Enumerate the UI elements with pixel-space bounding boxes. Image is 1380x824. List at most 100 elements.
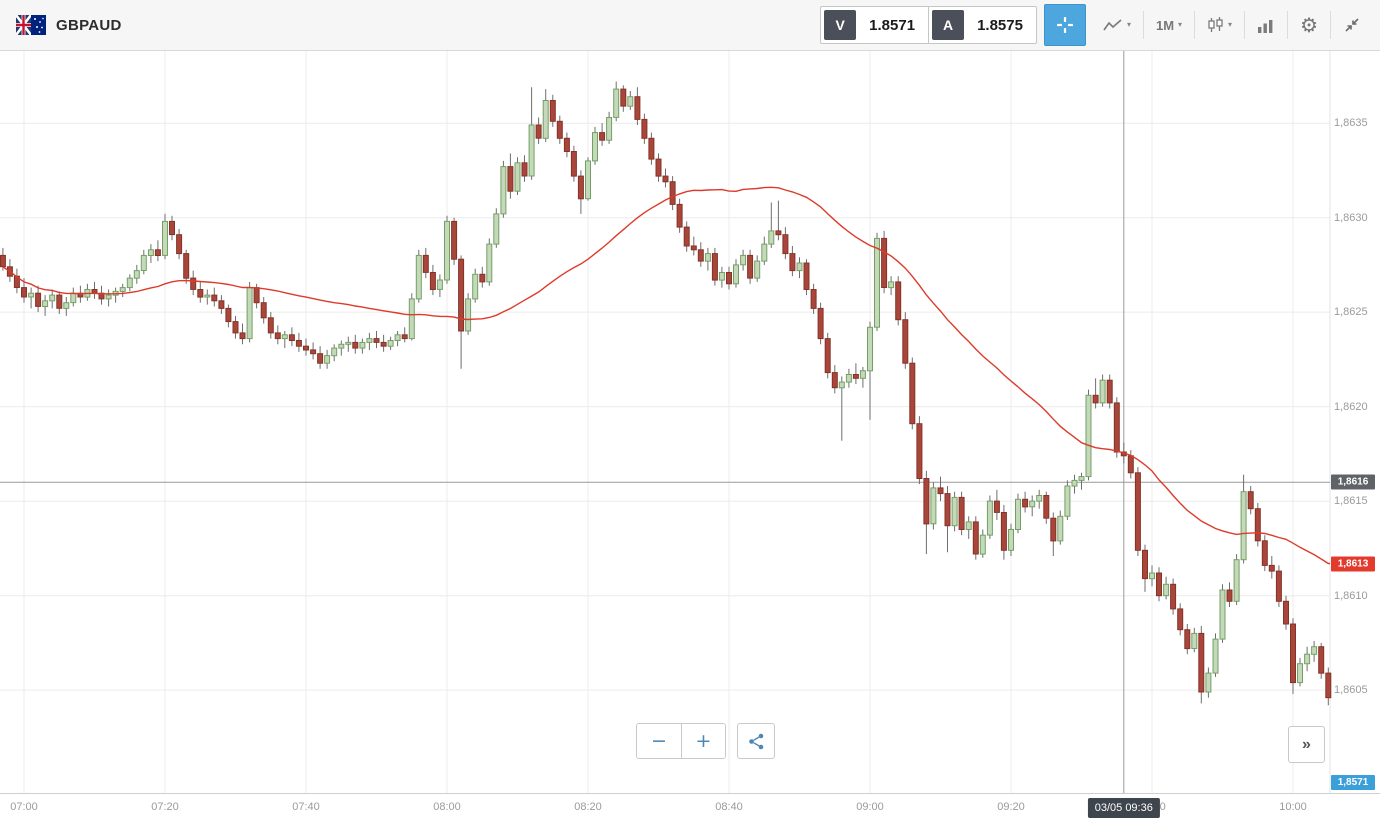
candle xyxy=(1106,379,1113,404)
zoom-in-button[interactable]: + xyxy=(681,724,725,758)
time-axis-label: 07:20 xyxy=(151,801,179,813)
candle xyxy=(472,273,479,300)
price-axis[interactable] xyxy=(1330,51,1380,793)
candle xyxy=(542,100,549,139)
candle xyxy=(535,124,542,139)
candle xyxy=(1085,394,1092,478)
candle xyxy=(965,521,972,530)
candle xyxy=(718,272,725,281)
candle xyxy=(563,137,570,153)
line-chart-icon xyxy=(1103,19,1122,31)
candle xyxy=(888,281,895,289)
candle xyxy=(1163,583,1170,597)
candle xyxy=(63,302,70,309)
crosshair-tool-button[interactable] xyxy=(1043,4,1086,46)
candle xyxy=(288,334,295,341)
timeframe-dropdown[interactable]: 1M ▾ xyxy=(1147,12,1191,39)
candle xyxy=(1127,455,1134,474)
settings-button[interactable]: ⚙ xyxy=(1291,9,1327,41)
crosshair-time-tooltip: 03/05 09:36 xyxy=(1087,798,1160,818)
buy-half: A 1.8575 xyxy=(928,7,1036,43)
candle xyxy=(1050,517,1057,542)
candle xyxy=(267,317,274,334)
candle xyxy=(401,334,408,340)
candle xyxy=(21,287,27,298)
candle xyxy=(676,203,683,228)
candle xyxy=(845,374,852,383)
candle xyxy=(1022,498,1029,508)
time-axis-label: 08:40 xyxy=(715,801,743,813)
candle xyxy=(415,254,422,300)
candle xyxy=(317,353,324,364)
candle xyxy=(310,349,317,355)
candle xyxy=(648,137,655,160)
sell-price: 1.8571 xyxy=(869,16,916,34)
buy-button[interactable]: A xyxy=(932,10,965,40)
candle xyxy=(754,260,761,279)
expand-panel-button[interactable]: » xyxy=(1288,726,1325,763)
candle xyxy=(979,534,986,555)
candle xyxy=(253,287,260,304)
share-button[interactable] xyxy=(737,723,775,759)
candle xyxy=(49,294,56,302)
candle xyxy=(733,264,739,285)
bid-ask-panel: V 1.8571 A 1.8575 xyxy=(820,6,1037,44)
crosshair-icon xyxy=(1056,17,1073,33)
candle xyxy=(387,340,394,347)
candle xyxy=(874,237,880,328)
candle xyxy=(211,294,218,302)
candle xyxy=(1254,508,1261,542)
candle xyxy=(281,334,288,340)
time-axis[interactable]: 03/05 09:36 07:00 07:20 07:40 08:00 08:20 08:… xyxy=(0,793,1380,824)
candle xyxy=(1177,608,1184,631)
toolbar: GBPAUD V 1.8571 A 1.8575 xyxy=(0,0,1380,51)
time-axis-label: 08:20 xyxy=(574,801,602,813)
candle xyxy=(56,294,63,309)
candle xyxy=(169,220,175,236)
candle xyxy=(380,341,387,347)
candle xyxy=(641,118,648,139)
candle xyxy=(556,120,563,139)
candle xyxy=(429,272,436,290)
candle xyxy=(352,341,359,349)
candle xyxy=(986,500,993,536)
sell-half: V 1.8571 xyxy=(821,7,928,43)
candle xyxy=(662,175,669,183)
candle xyxy=(1043,495,1050,519)
candle xyxy=(436,279,443,290)
candle xyxy=(1134,472,1141,551)
candle xyxy=(1240,491,1247,561)
time-axis-label: 09:20 xyxy=(997,801,1025,813)
candle xyxy=(775,230,782,236)
candle xyxy=(1283,600,1289,625)
chart-type-dropdown[interactable]: ▾ xyxy=(1094,12,1140,38)
moving-average-line xyxy=(2,186,1330,565)
candle xyxy=(1000,512,1007,551)
candle xyxy=(70,292,77,304)
candle xyxy=(937,487,944,495)
chart-area[interactable]: 1,8616 1,8613 1,8571 − + » 1,8635 1,8630 1… xyxy=(0,51,1380,793)
candle xyxy=(105,294,112,300)
candle xyxy=(747,254,754,279)
candle xyxy=(1142,549,1148,580)
toolbar-divider xyxy=(1287,11,1289,39)
candle xyxy=(1226,589,1233,602)
zoom-out-button[interactable]: − xyxy=(637,724,681,758)
candle xyxy=(944,493,951,527)
candle xyxy=(479,273,486,283)
zoom-controls: − + xyxy=(636,723,726,759)
sell-button[interactable]: V xyxy=(824,10,857,40)
candle xyxy=(1191,632,1198,650)
candle xyxy=(528,124,535,177)
candle xyxy=(1268,564,1275,572)
candle xyxy=(514,162,521,192)
candle-style-dropdown[interactable]: ▾ xyxy=(1198,11,1241,39)
candle xyxy=(620,88,627,107)
indicators-button[interactable] xyxy=(1248,12,1284,39)
candle xyxy=(147,249,154,257)
collapse-button[interactable] xyxy=(1334,10,1370,40)
candle xyxy=(295,340,302,347)
candle xyxy=(486,243,493,283)
candle xyxy=(408,298,415,340)
candle xyxy=(1304,653,1311,665)
